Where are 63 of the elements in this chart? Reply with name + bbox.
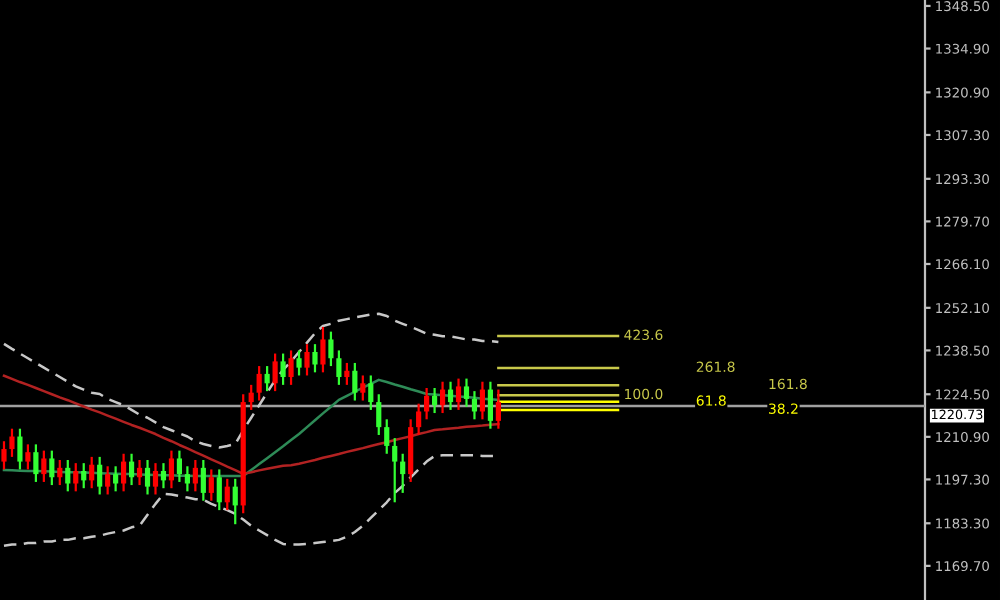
candlestick [105,465,111,496]
candlestick [128,452,135,487]
candlestick [192,458,198,493]
candlestick [248,383,254,412]
candlestick [168,449,175,490]
candlestick [352,361,358,402]
candlestick [89,455,95,490]
candlestick [400,452,406,495]
candlestick [432,386,438,415]
candlestick [408,418,414,484]
candlestick [1,440,7,471]
candlestick [176,449,183,484]
candlestick [264,364,270,393]
candlestick [216,468,222,512]
candlestick [17,427,23,471]
candlestick [33,443,39,484]
candlestick [113,465,119,493]
candlestick [184,465,190,493]
candlestick [280,352,286,386]
candlestick [256,364,262,402]
candlestick [288,349,294,386]
candlestick [384,418,390,455]
candlestick [97,455,103,496]
candlestick [471,390,478,421]
candlestick [65,458,71,493]
candlestick [368,374,374,412]
candlestick [455,377,462,412]
candlestick [479,380,486,421]
candlestick [136,458,143,487]
candlestick [463,377,470,408]
line-series [2,312,500,449]
candlestick [424,386,430,421]
candlestick [344,361,350,386]
candlestick [200,458,206,502]
candlestick [336,349,342,386]
candlestick [296,349,302,377]
candlestick [328,330,334,368]
candlestick [208,468,214,502]
candlestick [73,462,79,493]
candlestick [360,374,366,402]
candlestick [439,380,446,415]
candlestick [487,380,493,430]
candlestick [224,477,230,512]
candlestick [312,343,318,374]
candlestick [495,388,501,430]
candlestick [81,462,87,490]
candlestick [57,458,63,487]
candlestick [9,427,15,458]
candlestick [447,380,454,412]
candlestick [392,436,398,504]
candlestick [232,477,238,526]
candlestick [376,393,382,437]
candlestick [416,402,422,437]
candlestick [304,343,310,377]
candlestick [152,462,159,496]
candlestick [41,449,47,484]
candlestick [25,443,31,471]
candlestick [121,452,127,493]
candlestick [320,325,326,374]
candlestick [160,462,167,490]
candlestick [49,449,55,487]
candlestick [144,458,151,496]
candlestick [272,352,278,393]
